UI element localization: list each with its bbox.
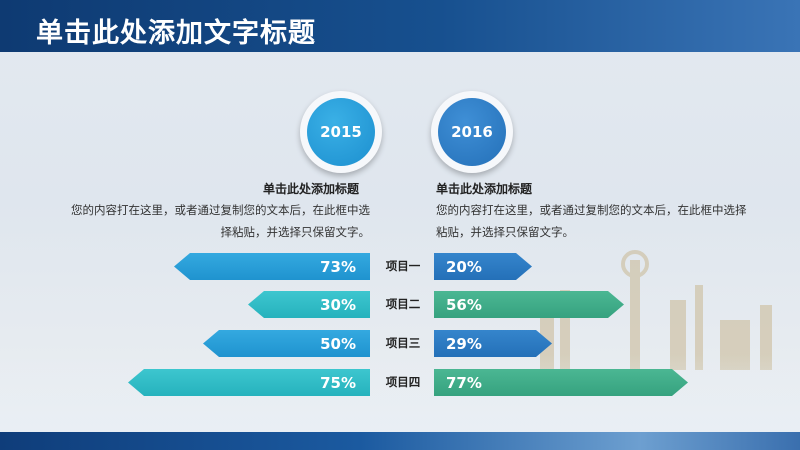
bar-value: 73% — [320, 257, 356, 276]
bar-2015-item-4: 75% — [128, 369, 370, 396]
year-badge-2016: 2016 — [431, 91, 513, 173]
row-label-item-3: 项目三 — [385, 336, 421, 350]
row-label-item-1: 项目一 — [385, 259, 421, 273]
left-block-title[interactable]: 单击此处添加标题 — [263, 182, 360, 196]
bar-2016-item-1: 20% — [434, 253, 532, 280]
bar-value: 77% — [446, 373, 482, 392]
bar-2016-item-4: 77% — [434, 369, 688, 396]
slide-title[interactable]: 单击此处添加文字标题 — [36, 18, 316, 49]
header-bar: 单击此处添加文字标题 — [0, 0, 800, 52]
bar-value: 20% — [446, 257, 482, 276]
bar-2015-item-3: 50% — [203, 330, 370, 357]
bottom-haze — [0, 355, 800, 432]
bar-2016-item-3: 29% — [434, 330, 552, 357]
bar-2016-item-2: 56% — [434, 291, 624, 318]
right-block-title[interactable]: 单击此处添加标题 — [436, 182, 533, 196]
bar-value: 50% — [320, 334, 356, 353]
bar-value: 30% — [320, 295, 356, 314]
right-block-body[interactable]: 您的内容打在这里，或者通过复制您的文本后，在此框中选择粘贴，并选择只保留文字。 — [436, 203, 747, 239]
row-label-item-2: 项目二 — [385, 297, 421, 311]
year-badge-2015: 2015 — [300, 91, 382, 173]
left-block-body[interactable]: 您的内容打在这里，或者通过复制您的文本后，在此框中选择粘贴，并选择只保留文字。 — [71, 203, 370, 239]
bar-value: 56% — [446, 295, 482, 314]
footer-band — [0, 432, 800, 450]
bar-2015-item-2: 30% — [248, 291, 370, 318]
bar-value: 29% — [446, 334, 482, 353]
year-label-2016: 2016 — [438, 98, 506, 166]
bar-2015-item-1: 73% — [174, 253, 370, 280]
year-label-2015: 2015 — [307, 98, 375, 166]
row-label-item-4: 项目四 — [385, 375, 421, 389]
bar-value: 75% — [320, 373, 356, 392]
